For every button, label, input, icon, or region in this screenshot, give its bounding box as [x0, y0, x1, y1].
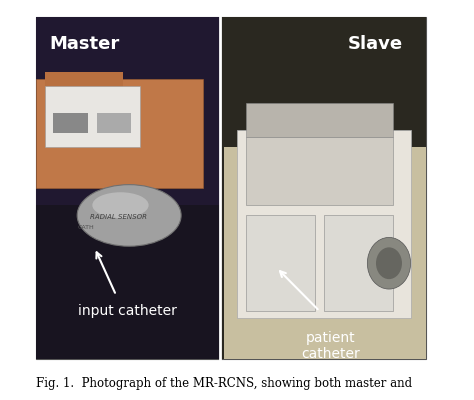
Bar [45, 72, 123, 113]
Bar [45, 86, 140, 147]
Text: Master: Master [49, 35, 119, 53]
Bar [54, 113, 88, 134]
Bar [246, 216, 315, 311]
Bar [246, 137, 393, 205]
Bar [224, 147, 426, 359]
Bar [237, 130, 410, 318]
Ellipse shape [367, 238, 410, 289]
Text: patient
catheter: patient catheter [301, 331, 360, 361]
Bar [220, 17, 426, 359]
Text: CATH: CATH [77, 225, 94, 230]
Text: input catheter: input catheter [78, 304, 176, 318]
Bar [36, 17, 426, 359]
Bar [36, 17, 220, 205]
Bar [97, 113, 131, 134]
Text: Fig. 1.  Photograph of the MR-RCNS, showing both master and: Fig. 1. Photograph of the MR-RCNS, showi… [36, 377, 412, 390]
Bar [36, 205, 220, 359]
Bar [324, 216, 393, 311]
Text: RADIAL SENSOR: RADIAL SENSOR [90, 214, 147, 220]
Ellipse shape [77, 185, 181, 246]
Bar [36, 79, 203, 188]
Bar [246, 103, 393, 137]
Text: Slave: Slave [348, 35, 403, 53]
Ellipse shape [376, 247, 402, 279]
Ellipse shape [92, 192, 149, 218]
